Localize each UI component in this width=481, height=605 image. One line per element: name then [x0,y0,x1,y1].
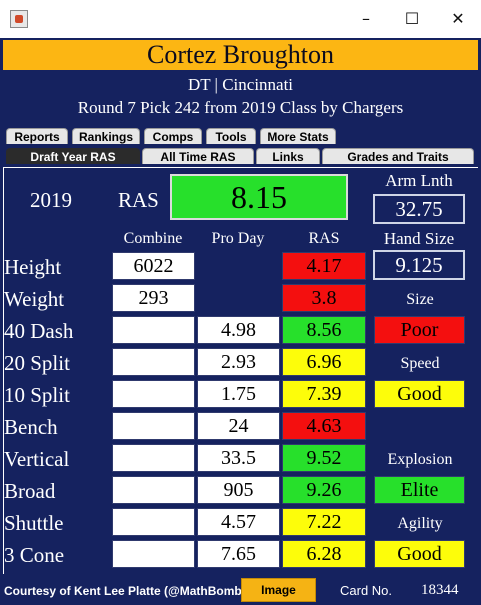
row-label-broad: Broad [4,479,56,503]
bench-pro-day: 24 [197,412,280,440]
vertical-ras: 9.52 [282,444,366,472]
position-school: DT | Cincinnati [187,75,294,94]
broad-combine [112,476,195,504]
tab-draft-year-ras[interactable]: Draft Year RAS [6,148,140,164]
credit-text: Courtesy of Kent Lee Platte (@MathBomb) [4,584,246,598]
20-split-ras: 6.96 [282,348,366,376]
height-ras: 4.17 [282,252,366,280]
tab-rankings[interactable]: Rankings [72,128,140,144]
bench-combine [112,412,195,440]
ras-label: RAS [118,188,159,212]
row-label-shuttle: Shuttle [4,511,64,535]
row-label-3-cone: 3 Cone [4,543,65,567]
tab-all-time-ras[interactable]: All Time RAS [142,148,254,164]
row-label-40-dash: 40 Dash [4,319,74,343]
window-titlebar: – ☐ ✕ [0,0,481,38]
shuttle-ras: 7.22 [282,508,366,536]
40-dash-ras: 8.56 [282,316,366,344]
weight-ras: 3.8 [282,284,366,312]
grade-agility: Good [374,540,465,568]
40-dash-combine [112,316,195,344]
tab-links[interactable]: Links [256,148,320,164]
broad-ras: 9.26 [282,476,366,504]
close-icon[interactable]: ✕ [451,8,465,28]
20-split-pro-day: 2.93 [197,348,280,376]
java-app-icon[interactable] [10,10,28,28]
row-label-height: Height [4,255,62,279]
row-label-vertical: Vertical [4,447,70,471]
shuttle-combine [112,508,195,536]
row-label-bench: Bench [4,415,58,439]
40-dash-pro-day: 4.98 [197,316,280,344]
vertical-combine [112,444,195,472]
column-header-pro-day: Pro Day [211,230,265,247]
draft-year: 2019 [30,188,72,212]
row-label-weight: Weight [4,287,65,311]
row-label-10-split: 10 Split [4,383,70,407]
grade-explosion: Elite [374,476,465,504]
tab-tools[interactable]: Tools [206,128,256,144]
3-cone-ras: 6.28 [282,540,366,568]
3-cone-pro-day: 7.65 [197,540,280,568]
image-button[interactable]: Image [241,578,316,602]
10-split-pro-day: 1.75 [197,380,280,408]
grade-label-explosion: Explosion [387,451,453,468]
10-split-combine [112,380,195,408]
10-split-ras: 7.39 [282,380,366,408]
minimize-icon[interactable]: – [362,8,370,28]
ras-score: 8.15 [170,174,348,220]
grade-size: Poor [374,316,465,344]
height-combine: 6022 [112,252,195,280]
arm-length-value: 32.75 [373,194,465,224]
player-name: Cortez Broughton [3,40,478,70]
maximize-icon[interactable]: ☐ [404,8,420,28]
tab-more-stats[interactable]: More Stats [260,128,336,144]
grade-label-size: Size [406,291,434,308]
tab-reports[interactable]: Reports [6,128,68,144]
draft-info: Round 7 Pick 242 from 2019 Class by Char… [77,98,404,117]
column-header-combine: Combine [123,230,183,247]
bench-ras: 4.63 [282,412,366,440]
grade-label-speed: Speed [400,355,440,372]
column-header-ras: RAS [308,230,340,247]
grade-label-agility: Agility [397,515,443,532]
card-number-label: Card No. [340,583,393,598]
hand-size-value: 9.125 [373,250,465,280]
footer: Courtesy of Kent Lee Platte (@MathBomb) … [0,576,481,605]
weight-combine: 293 [112,284,195,312]
card-number-value: 18344 [421,582,459,598]
vertical-pro-day: 33.5 [197,444,280,472]
3-cone-combine [112,540,195,568]
shuttle-pro-day: 4.57 [197,508,280,536]
20-split-combine [112,348,195,376]
hand-size-label: Hand Size [383,229,455,248]
tab-grades-and-traits[interactable]: Grades and Traits [322,148,474,164]
tab-comps[interactable]: Comps [144,128,202,144]
grade-speed: Good [374,380,465,408]
arm-length-label: Arm Lnth [385,171,453,190]
broad-pro-day: 905 [197,476,280,504]
row-label-20-split: 20 Split [4,351,70,375]
